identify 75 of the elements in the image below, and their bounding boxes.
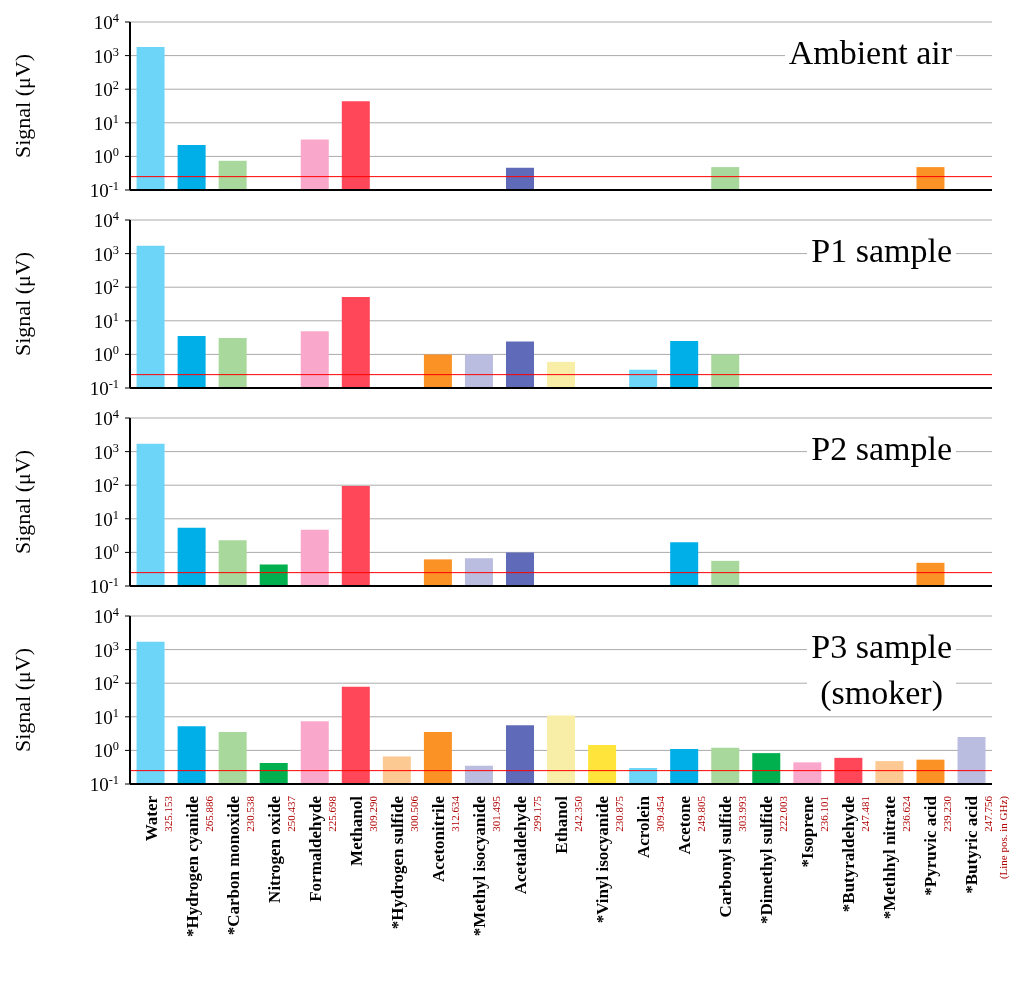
x-tick-label: *Hydrogen sulfide: [387, 795, 407, 930]
x-tick-label: Nitrogen oxide: [264, 795, 284, 903]
y-tick-label: 10$^{0}$: [93, 739, 119, 762]
x-tick-label: *Vinyl isocyanide: [593, 795, 613, 924]
y-tick-label: 10$^{4}$: [93, 605, 119, 627]
y-tick-label: 10$^{3}$: [93, 242, 119, 265]
text: 309.290: [366, 795, 379, 832]
text: 325.153: [161, 795, 174, 832]
y-tick-label: 10$^{-1}$: [89, 377, 119, 399]
text: 230.875: [613, 795, 626, 832]
y-tick-label: 10$^{1}$: [93, 111, 119, 134]
text: 309.454: [654, 795, 667, 832]
text: 300.506: [407, 795, 420, 832]
y-tick-label: 10$^{1}$: [93, 507, 119, 530]
text: (Line pos. in GHz): [997, 795, 1011, 880]
text: 225.698: [325, 795, 338, 832]
x-tick-label: Acrolein: [634, 795, 654, 859]
x-tick-label: *Hydrogen cyanide: [182, 795, 202, 937]
y-tick-label: 10$^{-1}$: [89, 773, 119, 795]
y-tick-label: 10$^{2}$: [93, 276, 119, 299]
x-tick-label: Formaldehyde: [305, 795, 325, 902]
y-axis-title: Signal (μV): [9, 53, 35, 159]
chart-title: P2 sample: [811, 429, 952, 469]
x-tick-label: Acetonitrile: [428, 795, 448, 882]
text: 236.101: [818, 796, 831, 832]
text: 222.003: [777, 795, 790, 832]
text: 247.756: [982, 795, 995, 832]
text: 312.634: [448, 795, 461, 832]
text: 265.886: [202, 795, 215, 832]
y-tick-label: 10$^{0}$: [93, 343, 119, 366]
x-tick-label: *Pyruvic acid: [921, 795, 941, 896]
y-tick-label: 10$^{0}$: [93, 145, 119, 168]
x-tick-label: *Butyraldehyde: [839, 795, 859, 913]
y-tick-label: 10$^{3}$: [93, 638, 119, 661]
x-tick-label: Carbonyl sulfide: [716, 795, 736, 918]
y-tick-label: 10$^{4}$: [93, 407, 119, 429]
x-tick-label: *Methhyl nitrate: [880, 795, 900, 920]
y-tick-label: 10$^{3}$: [93, 44, 119, 67]
text: P3 sample (smoker): [811, 627, 952, 713]
x-tick-label: *Carbon monoxide: [223, 795, 243, 936]
x-tick-label: Methanol: [346, 795, 366, 866]
text: 230.538: [243, 795, 256, 832]
y-axis-title: Signal (μV): [9, 251, 35, 357]
text: 301.495: [489, 795, 502, 832]
x-tick-label: Ethanol: [552, 795, 571, 854]
x-tick-label: *Isoprene: [798, 795, 818, 868]
y-tick-label: 10$^{2}$: [93, 474, 119, 497]
y-tick-label: 10$^{4}$: [93, 11, 119, 33]
y-tick-label: 10$^{1}$: [93, 705, 119, 728]
x-tick-label: *Methyl isocyanide: [469, 795, 489, 937]
chart-title: P1 sample: [811, 231, 952, 271]
x-tick-label: Acetaldehyde: [510, 795, 530, 895]
text: 250.437: [284, 795, 297, 832]
y-tick-label: 10$^{2}$: [93, 672, 119, 695]
text: 303.993: [736, 795, 749, 832]
text: 299.175: [530, 795, 543, 832]
y-tick-label: 10$^{1}$: [93, 309, 119, 332]
text: 247.481: [859, 796, 872, 832]
text: 239.230: [941, 795, 954, 832]
text: 242.350: [572, 795, 584, 832]
y-tick-label: 10$^{4}$: [93, 209, 119, 231]
x-tick-label: Water: [141, 795, 161, 842]
y-axis-title: Signal (μV): [9, 449, 35, 555]
y-axis-title: Signal (μV): [9, 647, 35, 753]
x-tick-label: *Dimethyl sulfide: [757, 795, 777, 924]
x-tick-label: Acetone: [675, 795, 695, 855]
y-tick-label: 10$^{3}$: [93, 440, 119, 463]
y-tick-label: 10$^{0}$: [93, 541, 119, 564]
chart-title: Ambient air: [788, 33, 952, 73]
y-tick-label: 10$^{-1}$: [89, 179, 119, 201]
text: 236.624: [900, 795, 913, 832]
text: 249.805: [695, 795, 708, 832]
y-tick-label: 10$^{2}$: [93, 78, 119, 101]
y-tick-label: 10$^{-1}$: [89, 575, 119, 597]
x-tick-label: *Butyric acid: [962, 795, 982, 894]
